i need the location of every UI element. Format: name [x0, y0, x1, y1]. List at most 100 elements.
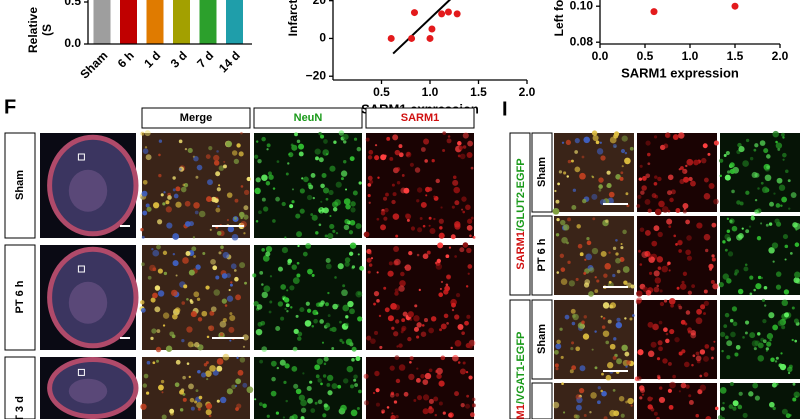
- cell: [757, 342, 764, 349]
- cell: [457, 154, 461, 158]
- cell: [438, 292, 444, 298]
- micrograph: [719, 130, 800, 214]
- cell: [454, 314, 460, 320]
- cell: [424, 372, 432, 380]
- cell: [696, 222, 703, 229]
- cell: [173, 193, 179, 199]
- cell: [205, 403, 213, 410]
- cell: [641, 175, 647, 181]
- cell: [220, 396, 227, 404]
- cell: [582, 333, 590, 340]
- cell: [685, 384, 690, 389]
- cell: [794, 339, 798, 343]
- cell: [678, 249, 682, 253]
- cell: [466, 152, 473, 158]
- cell: [222, 353, 230, 361]
- cell: [395, 414, 399, 419]
- cell: [420, 373, 425, 379]
- cell: [367, 175, 373, 181]
- cell: [557, 182, 560, 186]
- cell: [556, 217, 560, 222]
- cell: [705, 416, 712, 419]
- cell: [420, 147, 426, 152]
- cell: [317, 399, 323, 405]
- cell: [738, 391, 743, 396]
- cell: [152, 249, 160, 257]
- cell: [571, 321, 576, 326]
- cell: [172, 260, 179, 267]
- cell: [605, 340, 610, 345]
- cell: [711, 254, 715, 258]
- cell: [233, 269, 237, 272]
- cell: [363, 373, 369, 379]
- cell: [595, 140, 600, 145]
- cell: [156, 244, 161, 250]
- cell: [639, 263, 643, 266]
- cell: [398, 364, 406, 371]
- cell: [229, 339, 232, 342]
- cell: [394, 258, 401, 266]
- cell: [174, 307, 181, 313]
- cell: [437, 242, 444, 249]
- cell: [172, 176, 176, 180]
- cell: [261, 136, 266, 142]
- cell: [636, 297, 643, 304]
- cell: [158, 153, 161, 157]
- cell: [416, 199, 420, 203]
- cell: [352, 190, 358, 196]
- cell: [208, 146, 213, 151]
- cell: [392, 192, 397, 197]
- cell: [457, 323, 464, 330]
- cell: [401, 174, 405, 177]
- cell: [351, 358, 355, 362]
- cell: [697, 389, 703, 395]
- cell: [386, 136, 391, 141]
- cell: [686, 235, 692, 241]
- cell: [296, 261, 300, 265]
- cell: [369, 179, 374, 185]
- cell: [744, 331, 748, 335]
- cell: [185, 251, 191, 256]
- cell: [226, 295, 234, 302]
- cell: [193, 156, 199, 162]
- cell: [209, 228, 212, 231]
- cell: [471, 403, 476, 408]
- cell: [653, 181, 658, 186]
- group-label-box: [509, 299, 531, 419]
- cell: [312, 196, 315, 200]
- cell: [688, 394, 692, 398]
- cell: [605, 374, 612, 381]
- y-axis-label: (S: [40, 24, 54, 36]
- cell: [738, 146, 745, 153]
- cell: [768, 247, 775, 254]
- cell: [658, 200, 665, 208]
- cell: [677, 239, 683, 246]
- cell: [592, 217, 596, 221]
- cell: [748, 225, 752, 228]
- cell: [184, 200, 191, 207]
- cell: [142, 148, 149, 154]
- cell: [579, 172, 586, 180]
- cell: [292, 277, 300, 285]
- cell: [621, 135, 628, 142]
- cell: [142, 210, 148, 216]
- cell: [727, 170, 731, 174]
- cell: [772, 130, 779, 138]
- cell: [612, 246, 617, 251]
- cell: [784, 244, 789, 249]
- cell: [446, 138, 452, 144]
- cell: [254, 154, 259, 159]
- cell: [342, 133, 349, 140]
- cell: [163, 271, 168, 276]
- group-label-box: [509, 132, 531, 296]
- cell: [667, 190, 672, 196]
- cell: [440, 323, 447, 330]
- cell: [368, 251, 372, 255]
- cell: [202, 251, 206, 256]
- cell: [686, 255, 693, 261]
- cell: [612, 389, 616, 392]
- cell: [201, 310, 208, 317]
- point: [650, 8, 658, 16]
- cell: [461, 196, 467, 202]
- cell: [280, 284, 287, 290]
